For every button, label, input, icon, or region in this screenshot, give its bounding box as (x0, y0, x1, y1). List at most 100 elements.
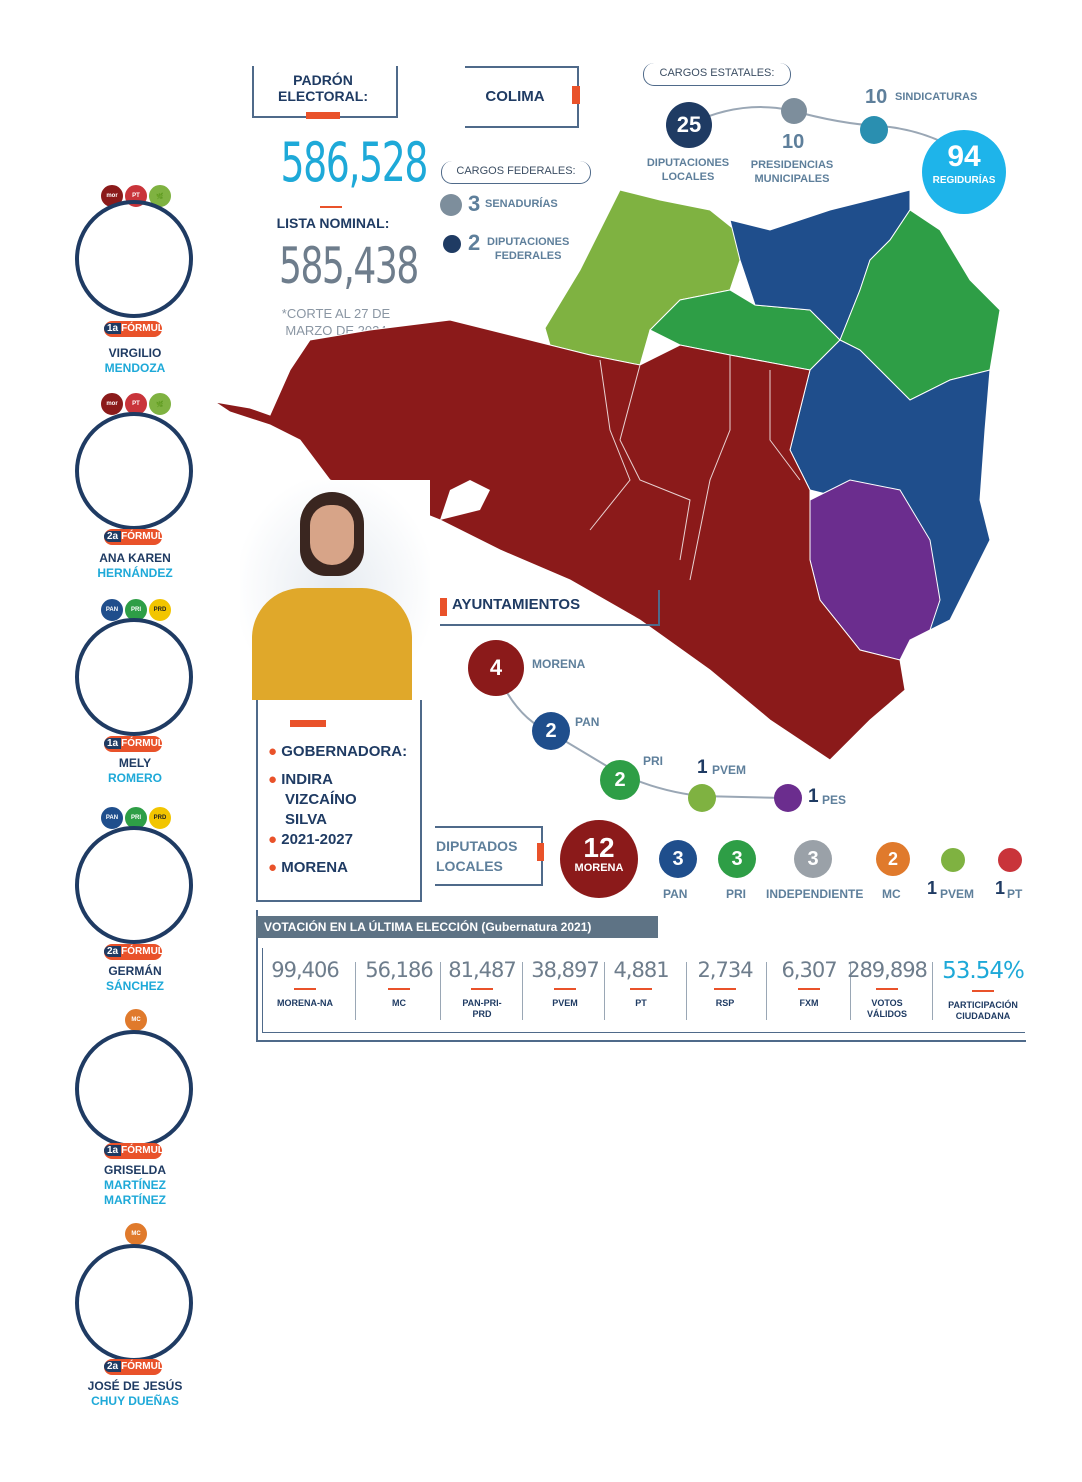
formula-tag: 2a FÓRMULA (104, 944, 171, 960)
state-name: COLIMA (485, 88, 545, 105)
candidate-name: GERMÁN SÁNCHEZ (105, 964, 164, 993)
prd-logo-icon: PRD (148, 806, 172, 830)
vote-separator (932, 962, 933, 1020)
vote-separator (686, 962, 687, 1020)
coalition-logos: MC (124, 1008, 148, 1032)
governor-photo (252, 588, 412, 700)
sindicaturas-number: 10 (865, 86, 888, 108)
diputados-pvem-dot (941, 848, 965, 872)
diputaciones-federales-number: 2 (468, 230, 481, 255)
ayuntamiento-pri-label: PRI (643, 754, 664, 768)
formula-tag: 1a FÓRMULA (104, 736, 171, 752)
ayuntamiento-pvem-dot (688, 784, 716, 812)
presidencias-number: 10 (782, 131, 805, 153)
ayuntamiento-pan-circle: 2 (532, 712, 570, 750)
photo-ring (75, 826, 193, 944)
vote-separator (604, 962, 605, 1020)
colima-map (214, 189, 1001, 761)
governor-face (310, 505, 354, 565)
diputados-pan-circle: 3 (659, 840, 697, 878)
ayuntamientos-frame (440, 590, 660, 626)
ayuntamiento-pes-label: PES (822, 793, 847, 807)
diputados-independiente-label: INDEPENDIENTE (766, 887, 864, 901)
pvem-logo-icon: 🌿 (148, 392, 172, 416)
vote-separator (440, 962, 441, 1020)
lista-label: LISTA NOMINAL: (276, 215, 390, 231)
prd-logo-icon: PRD (148, 598, 172, 622)
coalition-logos: MC (124, 1222, 148, 1246)
formula-tag: 2a FÓRMULA (104, 529, 171, 545)
diputaciones-locales-circle: 25 (666, 102, 712, 148)
photo-ring (75, 1030, 193, 1148)
vote-item: 4,881 PT (613, 958, 669, 1008)
vote-item: 6,307 FXM (781, 958, 837, 1008)
formula-tag: 1a FÓRMULA (104, 321, 171, 337)
accent-bar (290, 720, 326, 727)
pan-logo-icon: PAN (100, 598, 124, 622)
accent-bar (537, 843, 544, 861)
diputaciones-federales-dot (443, 235, 461, 253)
vote-separator (766, 962, 767, 1020)
candidate-name: JOSÉ DE JESÚS CHUY DUEÑAS (87, 1379, 183, 1408)
ayuntamientos-connector (499, 679, 786, 799)
estatales-connector (689, 106, 971, 159)
formula-tag: 2a FÓRMULA (104, 1359, 171, 1375)
candidate-name: GRISELDA MARTÍNEZ MARTÍNEZ (103, 1163, 166, 1207)
candidate-name: MELY ROMERO (108, 756, 162, 785)
diputados-title: DIPUTADOS LOCALES (436, 838, 518, 874)
padron-label: PADRÓN ELECTORAL: (278, 72, 368, 104)
mc-logo-icon: MC (124, 1222, 148, 1246)
formula-tag: 1a FÓRMULA (104, 1143, 171, 1159)
photo-ring (75, 412, 193, 530)
diputados-pvem-label: PVEM (940, 887, 975, 901)
votacion-panel (262, 948, 1025, 1033)
votacion-title: VOTACIÓN EN LA ÚLTIMA ELECCIÓN (Gubernat… (256, 916, 658, 938)
coalition-logos: PAN PRI PRD (100, 598, 172, 622)
vote-item: 2,734 RSP (697, 958, 753, 1008)
presidencias-dot (781, 98, 807, 124)
vote-item: 289,898 VOTOS VÁLIDOS (847, 958, 928, 1019)
ayuntamiento-pan-label: PAN (575, 715, 600, 729)
regidurias-circle (922, 130, 1006, 214)
vote-item: 38,897 PVEM (531, 958, 599, 1008)
estatales-title: CARGOS ESTATALES: (643, 63, 791, 86)
vote-separator (850, 962, 851, 1020)
vote-item: 99,406 MORENA-NA (271, 958, 339, 1008)
pan-logo-icon: PAN (100, 806, 124, 830)
diputados-pt-number: 1 (995, 878, 1006, 898)
ayuntamiento-pvem-number: 1 (697, 757, 708, 778)
senadurias-number: 3 (468, 191, 481, 216)
diputados-pvem-number: 1 (927, 878, 938, 898)
diputados-mc-circle: 2 (876, 842, 910, 876)
accent-bar (572, 86, 580, 104)
diputados-pri-circle: 3 (718, 840, 756, 878)
regidurias-number: 94 (947, 140, 981, 173)
federales-title: CARGOS FEDERALES: (441, 161, 591, 184)
diputados-pri-label: PRI (726, 887, 747, 901)
ayuntamiento-pes-number: 1 (808, 786, 819, 807)
sindicaturas-dot (860, 116, 888, 144)
photo-ring (75, 200, 193, 318)
senadurias-label: SENADURÍAS (485, 198, 558, 210)
ayuntamiento-pri-circle: 2 (600, 760, 640, 800)
ayuntamiento-morena-circle: 4 (468, 640, 524, 696)
vote-separator (522, 962, 523, 1020)
photo-ring (75, 618, 193, 736)
presidencias-label: PRESIDENCIAS MUNICIPALES (750, 159, 834, 185)
ayuntamiento-morena-label: MORENA (532, 657, 586, 671)
diputaciones-locales-label: DIPUTACIONES LOCALES (646, 157, 730, 183)
photo-ring (75, 1244, 193, 1362)
diputados-pt-dot (998, 848, 1022, 872)
vote-item: 53.54% PARTICIPACIÓN CIUDADANA (942, 958, 1025, 1021)
accent-bar (440, 598, 447, 616)
governor-info: ● GOBERNADORA: ● INDIRA VIZCAÍNO SILVA ●… (268, 743, 408, 876)
candidate-name: VIRGILIO MENDOZA (104, 346, 166, 375)
vote-item: 81,487 PAN-PRI-PRD (448, 958, 516, 1019)
accent-line (320, 206, 342, 208)
sindicaturas-label: SINDICATURAS (895, 91, 978, 103)
accent-bar (306, 112, 340, 119)
diputados-mc-label: MC (882, 887, 901, 901)
diputados-pt-label: PT (1007, 887, 1023, 901)
ayuntamiento-pvem-label: PVEM (712, 763, 747, 777)
vote-item: 56,186 MC (365, 958, 433, 1008)
